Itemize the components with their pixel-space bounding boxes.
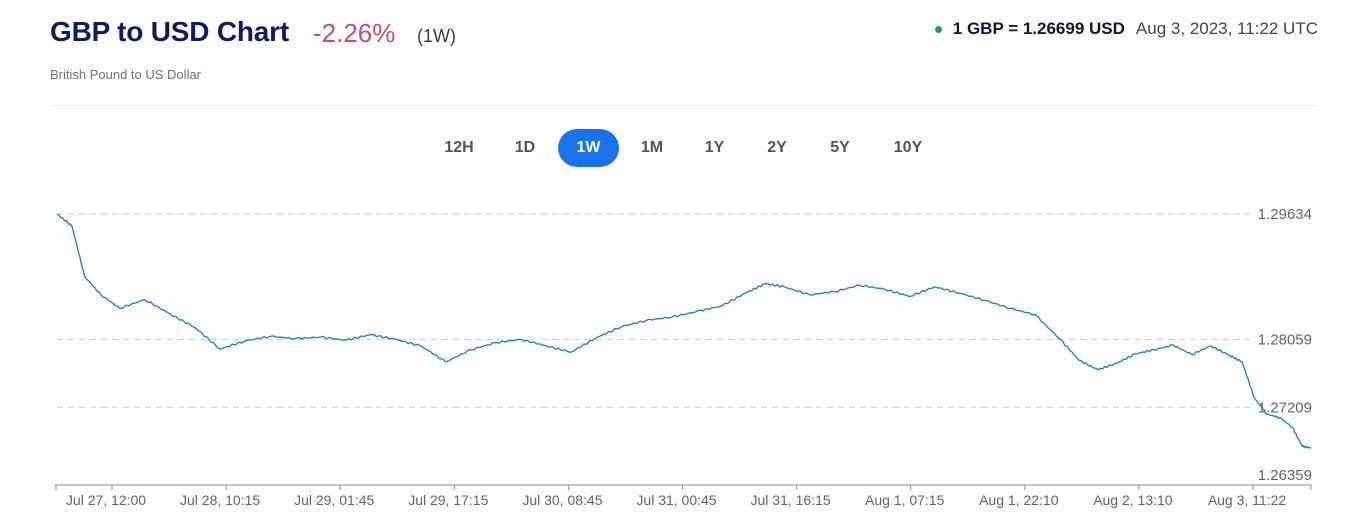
- x-tick-label: Jul 29, 17:15: [408, 492, 488, 508]
- x-tick-label: Jul 27, 12:00: [66, 492, 146, 508]
- live-rate: 1 GBP = 1.26699 USD Aug 3, 2023, 11:22 U…: [934, 19, 1318, 39]
- tab-1m[interactable]: 1M: [640, 139, 664, 156]
- series-line: [56, 213, 1312, 449]
- y-tick-label: 1.29634: [1258, 206, 1312, 223]
- tab-1y[interactable]: 1Y: [704, 139, 725, 156]
- tab-5y[interactable]: 5Y: [830, 139, 850, 156]
- x-tick-label: Jul 29, 01:45: [294, 492, 374, 508]
- y-tick-label: 1.26359: [1258, 467, 1312, 484]
- rate-value: 1 GBP = 1.26699 USD: [952, 19, 1125, 38]
- page-subtitle: British Pound to US Dollar: [50, 67, 202, 82]
- rate-timestamp: Aug 3, 2023, 11:22 UTC: [1135, 19, 1318, 38]
- tab-10y[interactable]: 10Y: [893, 139, 923, 156]
- period-label: (1W): [417, 26, 456, 46]
- x-tick-label: Jul 31, 16:15: [751, 492, 831, 508]
- x-tick-label: Aug 3, 11:22: [1208, 492, 1287, 508]
- tab-1d[interactable]: 1D: [514, 139, 536, 156]
- live-dot-icon: [934, 26, 942, 33]
- exchange-rate-chart: 1.29634 1.28059 1.27209 1.26359 Jul 27, 12:0…: [55, 206, 1312, 508]
- y-tick-label: 1.27209: [1258, 399, 1312, 416]
- chart-header: GBP to USD Chart -2.26% (1W) British Pou…: [50, 16, 1318, 86]
- x-tick-label: Aug 1, 07:15: [865, 492, 945, 508]
- x-tick-label: Aug 1, 22:10: [979, 492, 1059, 508]
- x-tick-label: Jul 28, 10:15: [180, 492, 260, 508]
- x-tick-label: Aug 2, 13:10: [1093, 492, 1173, 508]
- percent-change: -2.26%: [313, 18, 396, 48]
- header-divider: [50, 105, 1318, 106]
- y-tick-label: 1.28059: [1258, 332, 1312, 349]
- x-tick-label: Jul 30, 08:45: [522, 492, 602, 508]
- tab-2y[interactable]: 2Y: [767, 139, 787, 156]
- tab-12h[interactable]: 12H: [444, 139, 474, 156]
- page-title: GBP to USD Chart: [50, 16, 289, 47]
- tab-1w[interactable]: 1W: [558, 129, 619, 167]
- range-tabs: 12H 1D 1W 1M 1Y 2Y 5Y 10Y: [426, 129, 946, 167]
- x-tick-label: Jul 31, 00:45: [636, 492, 716, 508]
